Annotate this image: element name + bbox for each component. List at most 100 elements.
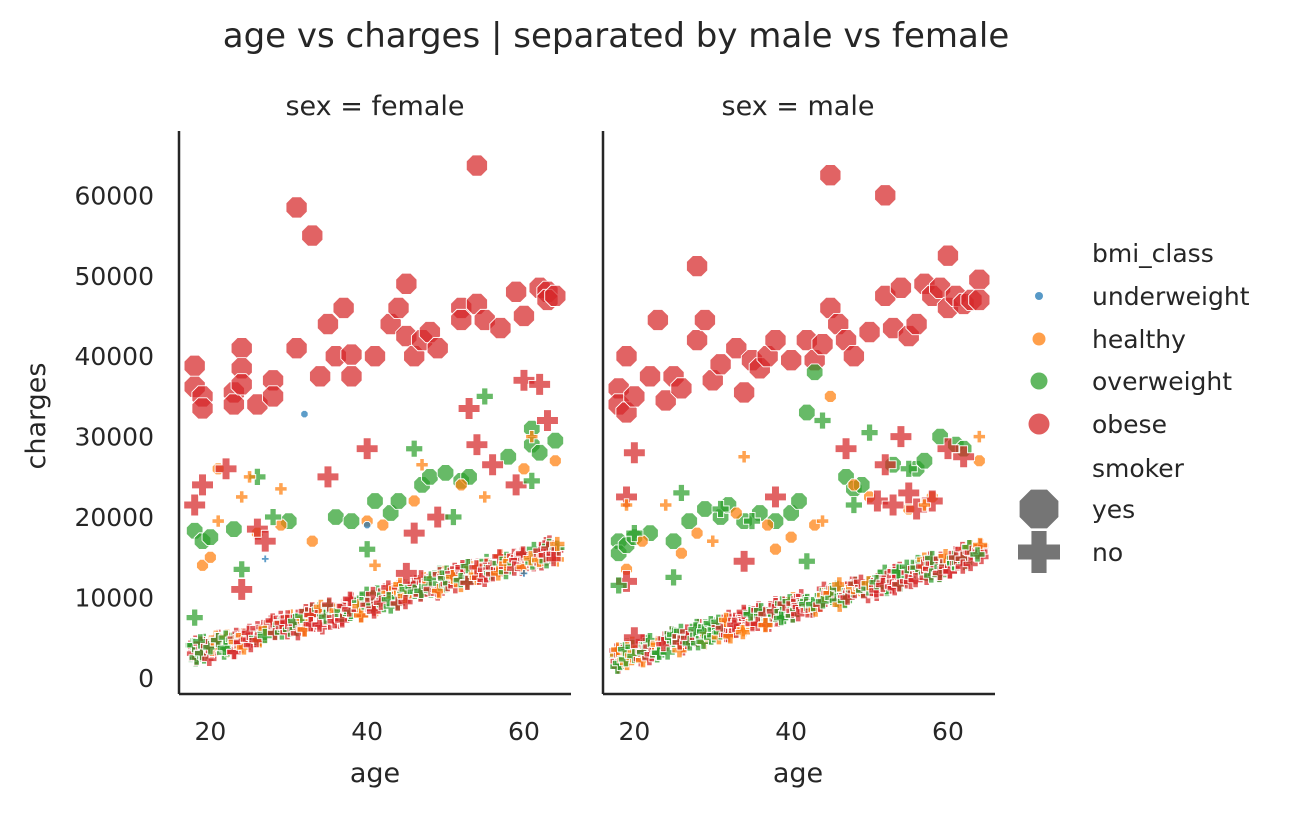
- data-point: [457, 397, 481, 420]
- data-point: [860, 423, 879, 442]
- data-point: [191, 473, 214, 497]
- x-tick-label: 60: [508, 717, 540, 746]
- legend-style-title: smoker: [1092, 454, 1185, 483]
- data-point: [725, 337, 748, 360]
- legend-marker-healthy: [1032, 332, 1046, 346]
- data-point: [285, 196, 308, 219]
- data-point: [230, 337, 253, 360]
- data-point: [499, 447, 518, 466]
- data-point: [674, 546, 688, 560]
- x-tick-label: 60: [932, 717, 964, 746]
- band-point: [659, 644, 676, 661]
- data-point: [905, 312, 928, 336]
- data-point: [327, 508, 345, 526]
- data-point: [316, 312, 340, 336]
- data-point: [686, 255, 709, 278]
- data-point: [183, 493, 207, 517]
- data-point: [615, 485, 638, 509]
- data-point: [690, 526, 704, 540]
- data-point: [936, 437, 960, 461]
- data-point: [711, 500, 730, 519]
- data-point: [732, 549, 756, 573]
- data-point: [866, 489, 889, 513]
- data-point: [899, 459, 918, 478]
- data-point: [394, 561, 418, 585]
- data-point: [622, 441, 646, 465]
- band-point: [397, 594, 414, 611]
- data-point: [873, 453, 897, 477]
- legend-marker-obese: [1028, 413, 1050, 435]
- data-point: [242, 470, 257, 484]
- data-point: [444, 508, 463, 527]
- data-point: [764, 485, 787, 509]
- data-point: [544, 284, 567, 307]
- data-point: [805, 363, 824, 382]
- data-point: [450, 308, 473, 332]
- data-point: [300, 409, 309, 419]
- x-axis-label-female: age: [350, 758, 400, 789]
- legend-label-underweight: underweight: [1092, 282, 1250, 311]
- band-point: [757, 617, 774, 634]
- band-point: [962, 555, 979, 572]
- y-tick-label: 0: [138, 664, 154, 693]
- data-point: [972, 454, 986, 468]
- panel-title-male: sex = male: [722, 91, 875, 122]
- data-point: [936, 244, 960, 267]
- legend-label-yes: yes: [1092, 495, 1135, 524]
- data-point: [274, 482, 288, 496]
- data-point: [917, 498, 932, 512]
- legend-marker-overweight: [1030, 372, 1048, 390]
- data-point: [680, 512, 698, 530]
- data-point: [536, 409, 559, 432]
- panel-title-female: sex = female: [285, 91, 464, 122]
- band-point: [366, 603, 383, 620]
- data-point: [305, 534, 319, 548]
- data-point: [664, 532, 683, 550]
- data-point: [389, 492, 408, 510]
- data-point: [798, 403, 816, 422]
- data-point: [815, 514, 830, 528]
- data-point: [301, 224, 324, 247]
- band-point: [353, 607, 370, 624]
- data-point: [405, 439, 424, 458]
- data-point: [696, 500, 714, 518]
- data-point: [340, 365, 363, 388]
- data-point: [402, 521, 426, 545]
- data-point: [465, 433, 489, 457]
- data-point: [436, 464, 455, 482]
- data-point: [968, 288, 991, 311]
- y-tick-labels: 0 10000 20000 30000 40000 50000 60000: [74, 181, 154, 693]
- y-tick-label: 60000: [74, 181, 154, 210]
- y-tick-label: 50000: [74, 262, 154, 291]
- data-point: [733, 381, 756, 404]
- data-point: [211, 514, 225, 528]
- band-point: [545, 550, 562, 568]
- data-point: [844, 495, 863, 514]
- data-point: [522, 471, 541, 490]
- data-point: [764, 329, 787, 352]
- data-point: [709, 353, 732, 376]
- data-point: [889, 425, 913, 449]
- data-point: [706, 534, 720, 548]
- legend-label-overweight: overweight: [1092, 367, 1232, 396]
- band-point: [773, 610, 790, 627]
- data-point: [407, 494, 421, 508]
- legend-hue-title: bmi_class: [1092, 239, 1214, 268]
- data-point: [780, 349, 803, 372]
- data-point: [670, 377, 693, 400]
- y-tick-label: 40000: [74, 342, 154, 371]
- data-point: [797, 552, 816, 571]
- data-point: [481, 453, 504, 477]
- legend-marker-underweight: [1035, 292, 1043, 300]
- data-point: [619, 498, 634, 512]
- y-tick-label: 10000: [74, 583, 154, 612]
- points-male: [607, 164, 991, 675]
- data-point: [646, 308, 669, 332]
- data-point: [761, 518, 775, 532]
- data-point: [185, 608, 204, 627]
- data-point: [465, 154, 488, 177]
- legend-items: underweight healthy overweight obese yes no: [1018, 282, 1250, 573]
- data-point: [842, 345, 865, 368]
